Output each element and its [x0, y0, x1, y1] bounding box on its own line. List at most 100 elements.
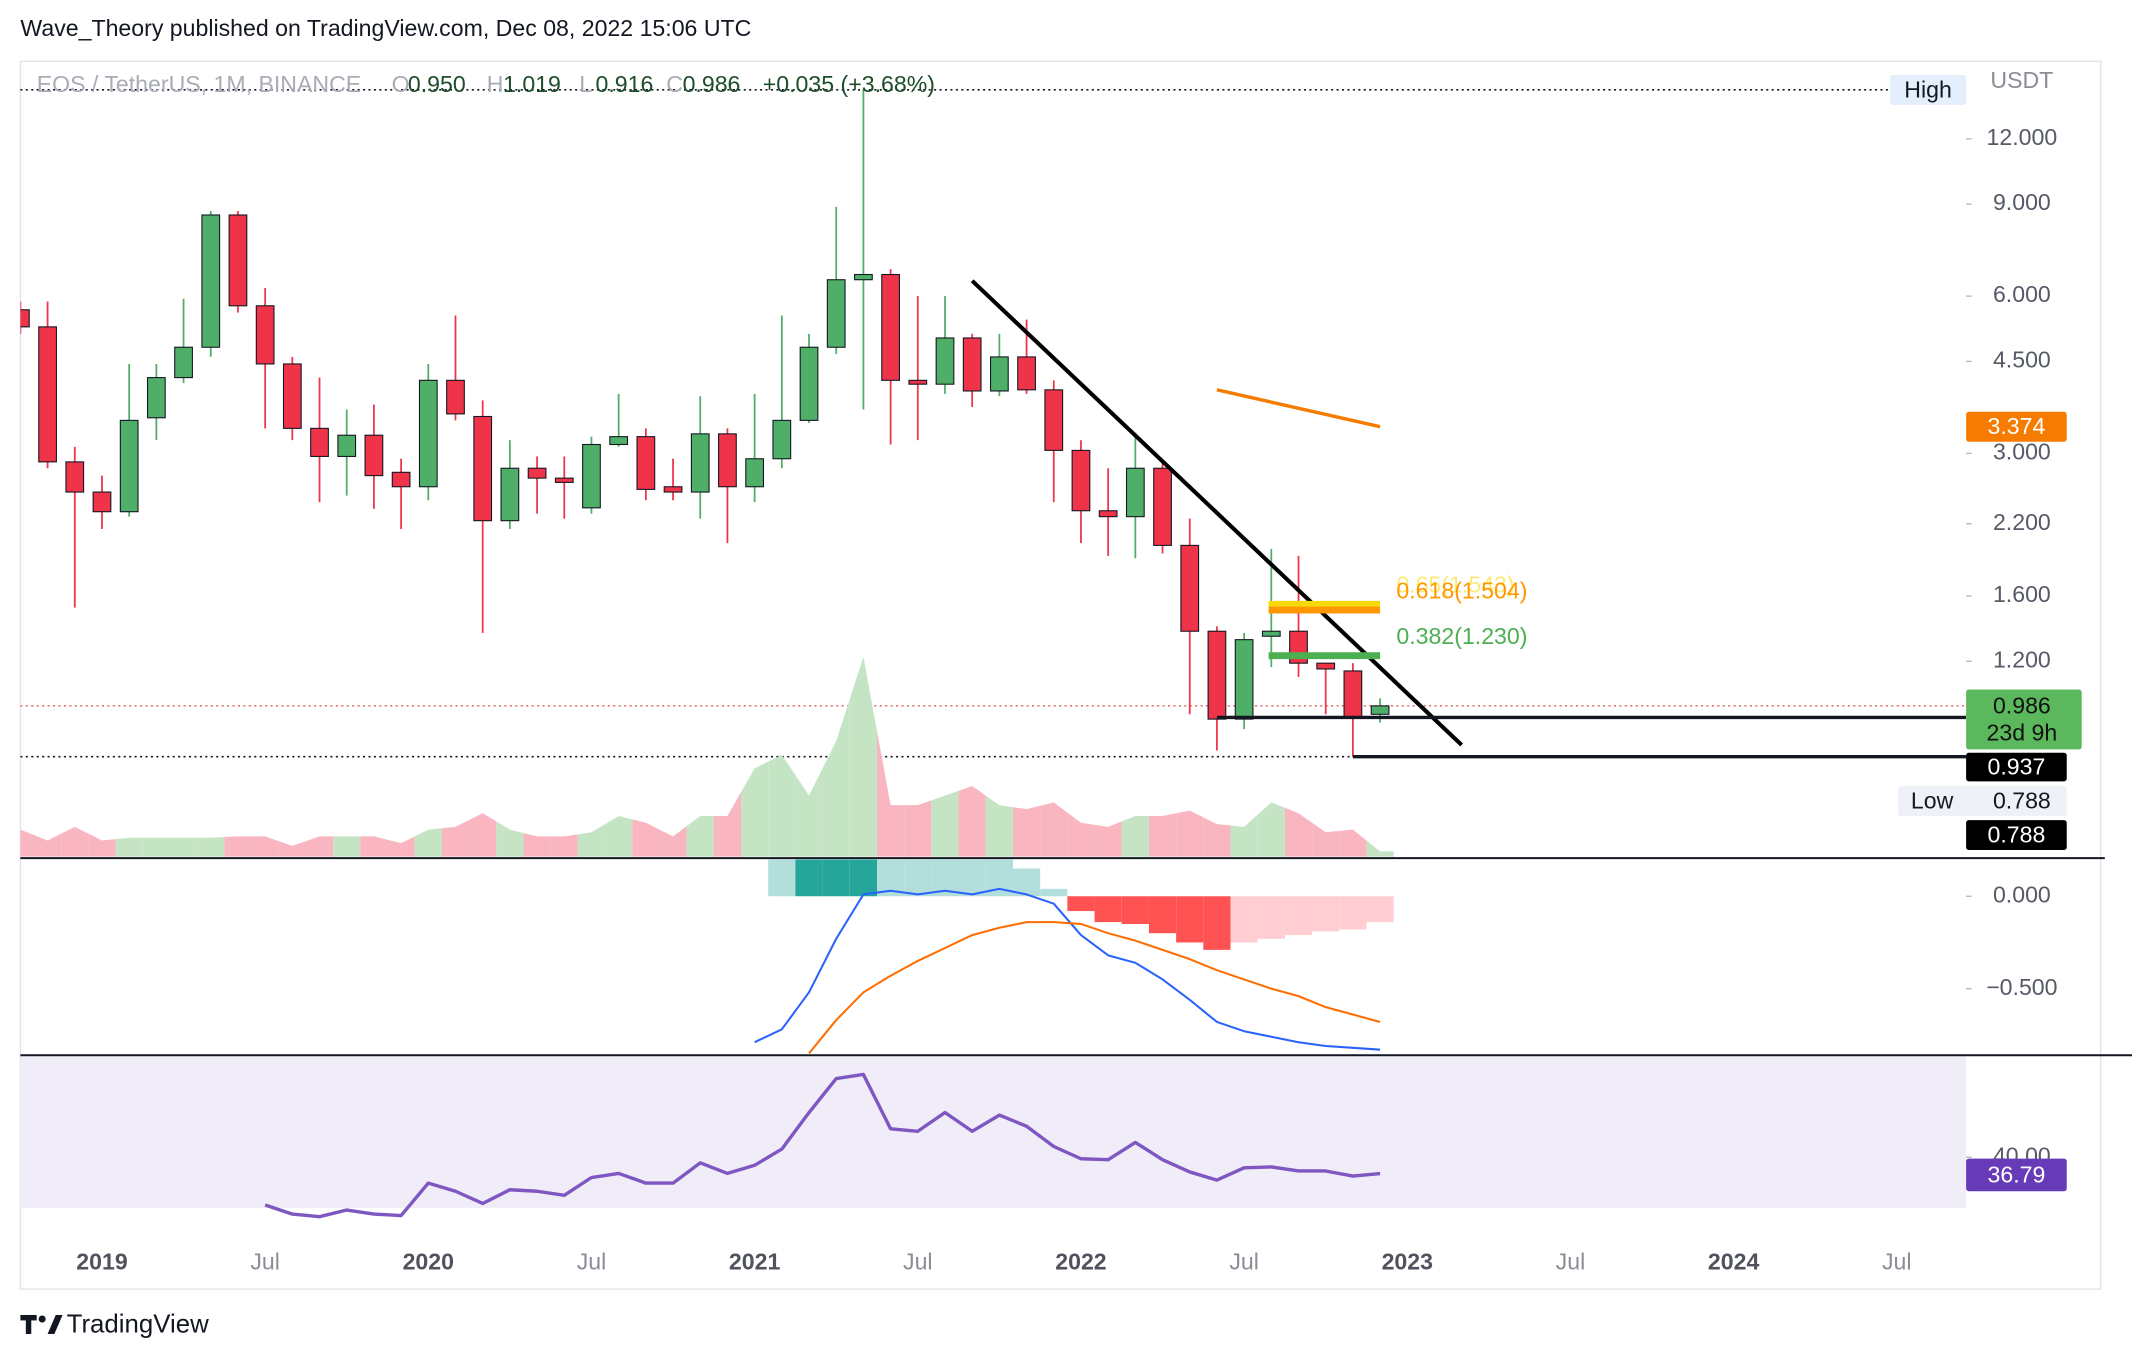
high-label: High	[1904, 76, 1952, 102]
volume	[822, 699, 850, 857]
candle-body	[38, 326, 57, 463]
candle-body	[1180, 544, 1200, 632]
candle-body	[908, 379, 928, 385]
volume	[33, 833, 62, 857]
candle-body	[255, 305, 275, 365]
macd-histogram	[1203, 896, 1231, 950]
volume	[88, 833, 116, 857]
fib-label: 0.382(1.230)	[1396, 623, 1527, 649]
x-tick-label: 2020	[403, 1248, 454, 1274]
volume	[1230, 814, 1258, 857]
volume	[1040, 802, 1068, 857]
ma-value: 3.374	[1988, 413, 2046, 439]
brand: TradingView	[67, 1311, 209, 1339]
volume	[169, 837, 198, 857]
volume	[360, 836, 388, 857]
y-tick-label: −0.500	[1986, 974, 2057, 1000]
high-label-box	[1889, 74, 1967, 105]
macd-histogram	[849, 859, 878, 897]
frame	[19, 60, 2102, 1290]
y-tick-label: 6.000	[1993, 281, 2051, 307]
countdown: 23d 9h	[1987, 720, 2058, 746]
candle-body	[65, 461, 85, 493]
x-tick-label: 2024	[1708, 1248, 1760, 1274]
candle-body	[1234, 639, 1254, 720]
low-label: Low	[1911, 787, 1954, 813]
macd-line	[808, 921, 1381, 1054]
y-tick-label: 3.000	[1993, 439, 2051, 465]
trendline	[970, 279, 1464, 747]
macd-histogram	[1040, 888, 1068, 897]
volume	[849, 656, 878, 857]
candle-body	[582, 443, 601, 509]
volume	[605, 815, 633, 857]
macd-pane	[754, 859, 1394, 1054]
low-box	[1898, 786, 2067, 816]
candle-body	[1153, 467, 1172, 546]
volume	[768, 754, 796, 857]
support-value-box	[1966, 752, 2067, 782]
x-tick-label: 2023	[1382, 1248, 1434, 1274]
volume	[985, 795, 1013, 857]
candle-body	[663, 486, 683, 493]
macd-histogram	[822, 859, 850, 897]
macd-line	[754, 887, 1381, 1051]
volume	[741, 761, 769, 857]
volume	[1203, 817, 1231, 857]
candle-body	[826, 279, 846, 348]
candle-body	[989, 356, 1009, 392]
macd-histogram	[1257, 896, 1285, 939]
volume	[1176, 810, 1204, 857]
brand-logo	[20, 1314, 63, 1335]
volume	[1148, 813, 1177, 857]
header-label: H	[487, 71, 504, 97]
symbol: EOS / TetherUS, 1M, BINANCE	[37, 71, 362, 97]
low-value: 0.788	[1993, 787, 2051, 813]
candle-body	[962, 337, 982, 392]
candle-body	[201, 214, 221, 348]
volume	[1257, 802, 1285, 857]
candle-body	[1125, 467, 1145, 518]
x-tick-label: Jul	[250, 1248, 280, 1274]
volume	[931, 790, 959, 857]
header-change: +0.035 (+3.68%)	[763, 71, 935, 97]
volume	[224, 836, 252, 857]
volume	[469, 813, 497, 857]
candle-body	[228, 214, 248, 307]
volume	[713, 792, 742, 857]
header-value: 1.019	[503, 71, 561, 97]
candle-body	[636, 436, 656, 490]
volume	[795, 768, 823, 857]
x-tick-label: Jul	[1882, 1248, 1912, 1274]
candle-body	[1316, 662, 1336, 670]
rsi-value-box	[1966, 1158, 2067, 1192]
fib-label: 0.65(1.543)	[1396, 572, 1514, 598]
candle-body	[119, 419, 139, 513]
candle-body	[146, 377, 166, 419]
volume	[550, 834, 578, 857]
volume	[1067, 812, 1095, 857]
volume	[1284, 807, 1313, 857]
moving-average	[1216, 388, 1381, 429]
volume	[1312, 822, 1340, 857]
x-tick-label: 2021	[729, 1248, 781, 1274]
macd-histogram	[958, 859, 986, 897]
macd-histogram	[1176, 896, 1204, 943]
candle-body	[20, 309, 30, 328]
y-tick-label: 0.000	[1993, 881, 2051, 907]
candle-body	[1044, 389, 1064, 451]
header-value: 0.916	[596, 71, 654, 97]
candle-body	[337, 434, 357, 457]
candle-body	[174, 346, 193, 379]
candle-body	[527, 467, 547, 479]
macd-histogram	[1312, 896, 1340, 932]
candle-body	[1017, 356, 1036, 391]
candle-body	[1098, 510, 1118, 518]
volume	[958, 786, 986, 857]
macd-histogram	[1366, 896, 1394, 923]
rsi-band	[20, 1056, 1967, 1209]
candle-body	[1343, 670, 1363, 718]
